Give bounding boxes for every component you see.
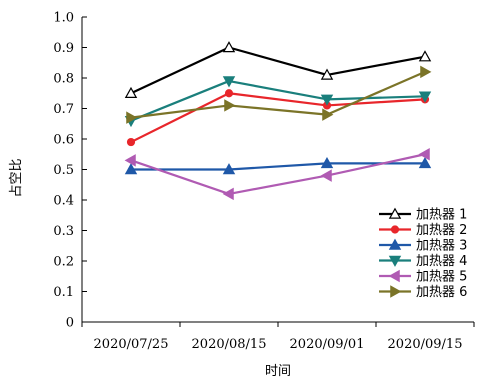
data-point: [320, 94, 334, 106]
legend-marker: [388, 207, 402, 219]
series-5: [124, 148, 430, 201]
y-tick-label: 0.3: [53, 224, 74, 239]
y-tick-label: 0.4: [53, 194, 74, 209]
series-3: [124, 156, 432, 175]
series-1: [124, 41, 432, 99]
legend-label: 加热器 6: [416, 285, 467, 300]
x-tick-label: 2020/09/01: [290, 337, 365, 352]
legend-label: 加热器 1: [416, 208, 467, 223]
data-point: [222, 187, 234, 201]
legend-label: 加热器 5: [416, 270, 467, 285]
data-point: [222, 163, 236, 175]
y-tick-label: 0: [66, 316, 74, 331]
series-2: [126, 89, 430, 147]
legend-marker: [390, 285, 402, 298]
data-point: [418, 50, 432, 62]
data-point: [320, 156, 334, 169]
data-point: [320, 68, 334, 80]
x-axis-title: 时间: [265, 364, 291, 379]
data-point: [124, 86, 138, 99]
legend-marker: [390, 225, 400, 234]
series-line: [130, 92, 426, 144]
legend-item: 加热器 6: [379, 285, 467, 300]
data-point: [224, 99, 236, 112]
legend-label: 加热器 3: [416, 239, 467, 254]
data-point: [320, 169, 332, 182]
legend-item: 加热器 5: [379, 270, 467, 285]
x-tick-label: 2020/09/15: [388, 337, 463, 352]
series-line: [131, 162, 425, 171]
y-tick-label: 0.1: [53, 285, 74, 300]
legend-label: 加热器 4: [416, 254, 467, 269]
y-tick-label: 0.7: [53, 102, 74, 117]
series-line: [130, 46, 426, 95]
x-ticks: 2020/07/25 2020/08/15 2020/09/01 2020/09/15: [81, 322, 475, 352]
data-point: [224, 89, 234, 98]
series-6: [126, 65, 432, 124]
y-tick-label: 0.6: [53, 133, 74, 148]
data-point: [222, 76, 236, 88]
data-point: [420, 65, 432, 79]
y-axis-title: 占空比: [9, 158, 24, 197]
legend-item: 加热器 4: [379, 254, 467, 269]
x-tick-label: 2020/08/15: [192, 337, 267, 352]
legend-item: 加热器 3: [379, 239, 467, 254]
legend-item: 加热器 1: [379, 208, 467, 223]
y-tick-label: 0.9: [53, 41, 74, 56]
data-point: [418, 156, 432, 169]
legend-label: 加热器 2: [416, 223, 467, 238]
series-line: [130, 79, 426, 122]
y-tick-label: 0.2: [53, 255, 74, 270]
data-point: [222, 41, 236, 53]
data-point: [418, 91, 432, 103]
data-point: [126, 111, 138, 124]
legend-marker: [388, 238, 402, 250]
y-ticks: 0 0.1 0.2 0.3 0.4 0.5 0.6 0.7 0.8 0.9 1.0: [53, 11, 87, 331]
data-point: [124, 163, 138, 175]
y-tick-label: 1.0: [53, 11, 74, 26]
legend-item: 加热器 2: [379, 223, 467, 238]
y-tick-label: 0.8: [53, 72, 74, 87]
data-point: [126, 137, 136, 147]
legend-marker: [388, 269, 400, 283]
data-point: [322, 108, 334, 121]
series-line: [130, 70, 426, 119]
y-tick-label: 0.5: [53, 163, 74, 178]
series-layer: [124, 41, 432, 201]
legend-marker: [388, 255, 402, 267]
series-line: [130, 153, 426, 195]
x-tick-label: 2020/07/25: [94, 337, 169, 352]
data-point: [418, 148, 430, 161]
data-point: [124, 154, 136, 167]
